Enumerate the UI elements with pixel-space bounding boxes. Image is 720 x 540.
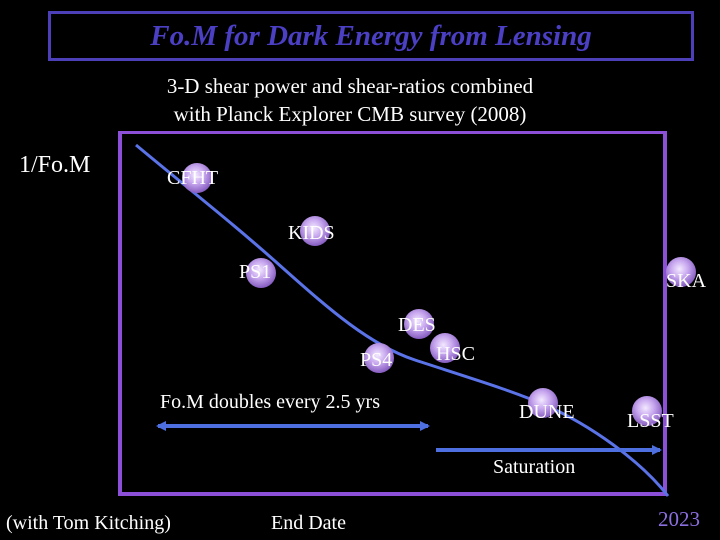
survey-marker-ps1: [246, 258, 276, 288]
survey-label-ska: SKA: [666, 270, 707, 292]
survey-marker-ska: [666, 257, 696, 287]
subtitle-line-1: 3-D shear power and shear-ratios combine…: [166, 74, 534, 98]
survey-marker-lsst: [632, 396, 662, 426]
survey-marker-cfht: [182, 163, 212, 193]
y-axis-label: 1/Fo.M: [19, 152, 91, 178]
survey-label-dune: DUNE: [519, 401, 575, 423]
survey-label-cfht: CFHT: [167, 167, 219, 189]
slide-title: Fo.M for Dark Energy from Lensing: [150, 19, 592, 52]
survey-marker-hsc: [430, 333, 460, 363]
survey-label-ps4: PS4: [360, 349, 393, 371]
plot-frame: [118, 131, 667, 496]
survey-label-kids: KIDS: [288, 222, 335, 244]
fom-curve: [135, 143, 670, 497]
survey-label-hsc: HSC: [436, 343, 475, 365]
survey-label-ps1: PS1: [239, 261, 272, 283]
credit-text: (with Tom Kitching): [6, 512, 171, 534]
title-box: Fo.M for Dark Energy from Lensing: [48, 11, 694, 61]
survey-marker-kids: [300, 216, 330, 246]
survey-label-des: DES: [398, 314, 436, 336]
saturation-annotation: Saturation: [493, 456, 576, 478]
subtitle-line-2: with Planck Explorer CMB survey (2008): [173, 102, 527, 126]
fom-doubling-annotation: Fo.M doubles every 2.5 yrs: [160, 391, 380, 413]
x-axis-label: End Date: [271, 512, 346, 534]
survey-marker-ps4: [364, 343, 394, 373]
survey-marker-des: [404, 309, 434, 339]
slide-subtitle: 3-D shear power and shear-ratios combine…: [150, 72, 550, 128]
survey-marker-dune: [528, 388, 558, 418]
survey-label-lsst: LSST: [627, 410, 674, 432]
year-label: 2023: [658, 507, 700, 531]
